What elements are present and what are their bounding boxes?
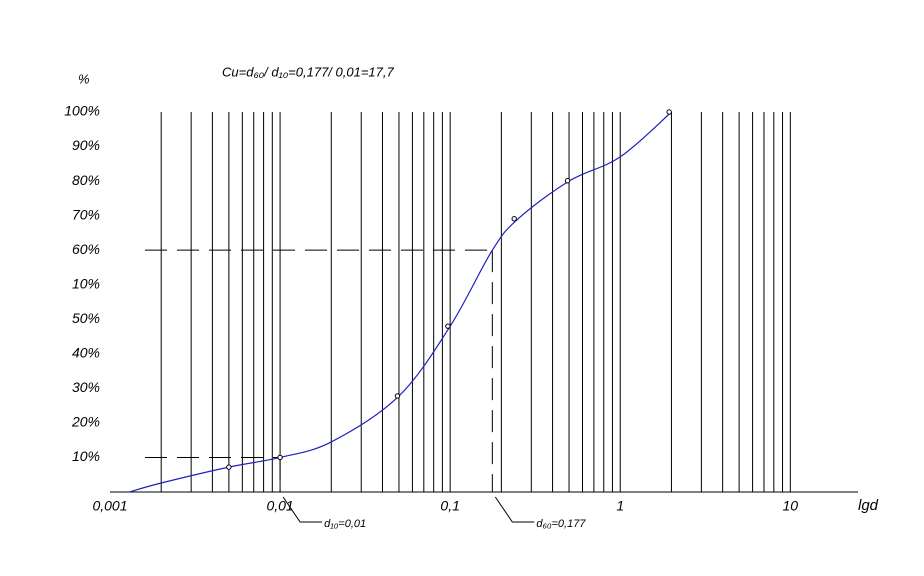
y-tick-label: 70%: [72, 206, 100, 222]
y-tick-label: 30%: [72, 379, 100, 395]
data-point: [277, 454, 283, 461]
data-point: [394, 393, 401, 399]
guide-label: d₆₀=0,177: [536, 518, 586, 530]
y-tick-label: 100%: [64, 103, 100, 119]
data-point: [666, 109, 672, 115]
y-tick-label: 50%: [72, 310, 100, 326]
data-point: [564, 178, 571, 184]
data-point: [511, 216, 517, 222]
y-tick-label: 10%: [72, 275, 100, 291]
x-tick-label: 10: [783, 498, 799, 514]
y-tick-label: 20%: [71, 414, 100, 430]
leader-line: [282, 496, 323, 523]
y-tick-label: 60%: [72, 241, 100, 257]
y-tick-label: 90%: [72, 137, 100, 153]
y-axis-label: %: [78, 71, 90, 86]
x-tick-label: 1: [616, 498, 624, 514]
data-point: [226, 464, 232, 470]
data-point: [445, 323, 451, 329]
curve: [129, 111, 672, 493]
y-tick-label: 40%: [72, 345, 100, 361]
chart-title: Cu=d₆₀/ d₁₀=0,177/ 0,01=17,7: [222, 64, 394, 79]
x-tick-label: 0,001: [92, 498, 127, 514]
y-tick-label: 10%: [72, 448, 100, 464]
x-tick-label: 0,1: [440, 498, 459, 514]
x-axis-label: lgd: [858, 497, 879, 514]
y-tick-label: 80%: [72, 172, 100, 188]
leader-line: [494, 496, 535, 523]
guide-label: d₁₀=0,01: [324, 518, 366, 530]
x-tick-label: 0,01: [266, 498, 293, 514]
